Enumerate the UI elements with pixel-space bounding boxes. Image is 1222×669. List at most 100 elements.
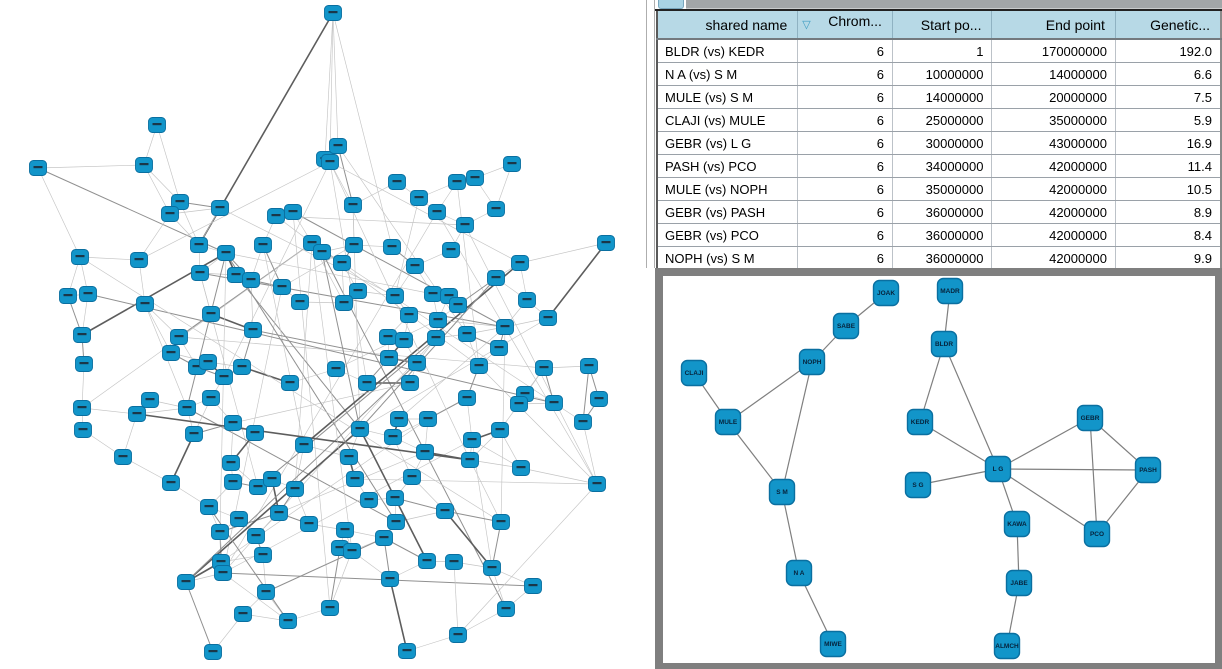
hairball-edge[interactable] — [547, 242, 607, 319]
hairball-node[interactable] — [388, 174, 406, 190]
cell-end[interactable]: 42000000 — [991, 154, 1116, 178]
hairball-node[interactable] — [492, 514, 510, 530]
hairball-node[interactable] — [410, 190, 428, 206]
hairball-edge[interactable] — [389, 578, 408, 652]
hairball-node[interactable] — [291, 294, 309, 310]
cell-chromosome[interactable]: 6 — [797, 108, 893, 132]
hairball-edge[interactable] — [87, 293, 555, 404]
cell-genetic[interactable]: 9.9 — [1115, 246, 1222, 271]
hairball-node[interactable] — [590, 391, 608, 407]
hairball-edge[interactable] — [437, 319, 506, 328]
overview-node-SG[interactable]: S G — [904, 471, 932, 499]
hairball-edge[interactable] — [37, 164, 145, 169]
hairball-node[interactable] — [246, 425, 264, 441]
overview-node-PCO[interactable]: PCO — [1083, 520, 1111, 548]
hairball-node[interactable] — [449, 627, 467, 643]
hairball-node[interactable] — [403, 469, 421, 485]
hairball-node[interactable] — [162, 345, 180, 361]
overview-edge-GEBR-PCO[interactable] — [1089, 417, 1098, 535]
overview-node-MADR[interactable]: MADR — [936, 277, 964, 305]
hairball-node[interactable] — [177, 574, 195, 590]
hairball-node[interactable] — [535, 360, 553, 376]
overview-edge-LG-PASH[interactable] — [997, 468, 1149, 471]
hairball-edge[interactable] — [469, 459, 502, 523]
hairball-edge[interactable] — [185, 362, 418, 583]
cell-end[interactable]: 35000000 — [991, 108, 1116, 132]
overview-node-SABE[interactable]: SABE — [832, 312, 860, 340]
cell-shared-name[interactable]: N A (vs) S M — [657, 62, 799, 86]
hairball-edge[interactable] — [37, 167, 81, 258]
hairball-node[interactable] — [387, 514, 405, 530]
hairball-edge[interactable] — [170, 433, 195, 484]
hairball-node[interactable] — [329, 138, 347, 154]
hairball-node[interactable] — [466, 170, 484, 186]
hairball-edge[interactable] — [138, 161, 331, 261]
column-header-end-point[interactable]: End point — [991, 11, 1116, 40]
cell-start[interactable]: 34000000 — [892, 154, 993, 178]
hairball-node[interactable] — [408, 355, 426, 371]
hairball-node[interactable] — [401, 375, 419, 391]
overview-edge-MULE-NOPH[interactable] — [727, 361, 813, 423]
hairball-edge[interactable] — [262, 244, 305, 446]
hairball-edge[interactable] — [144, 303, 172, 354]
overview-node-PASH[interactable]: PASH — [1134, 456, 1162, 484]
hairball-node[interactable] — [79, 286, 97, 302]
hairball-edge[interactable] — [444, 510, 493, 569]
hairball-edge[interactable] — [444, 510, 502, 523]
table-row[interactable]: MULE (vs) S M 6 14000000 20000000 7.5 — [657, 85, 1222, 109]
hairball-edge[interactable] — [394, 197, 420, 297]
cell-genetic[interactable]: 192.0 — [1115, 39, 1222, 63]
hairball-node[interactable] — [381, 571, 399, 587]
hairball-node[interactable] — [416, 444, 434, 460]
hairball-node[interactable] — [358, 375, 376, 391]
hairball-node[interactable] — [340, 449, 358, 465]
cell-start[interactable]: 10000000 — [892, 62, 993, 86]
hairball-edge[interactable] — [354, 478, 598, 485]
hairball-node[interactable] — [428, 204, 446, 220]
hairball-edge[interactable] — [292, 211, 331, 609]
hairball-node[interactable] — [398, 643, 416, 659]
cell-genetic[interactable]: 7.5 — [1115, 85, 1222, 109]
hairball-edge[interactable] — [329, 161, 368, 384]
hairball-node[interactable] — [349, 283, 367, 299]
hairball-node[interactable] — [267, 208, 285, 224]
cell-genetic[interactable]: 10.5 — [1115, 177, 1222, 201]
cell-end[interactable]: 42000000 — [991, 223, 1116, 247]
cell-end[interactable]: 42000000 — [991, 246, 1116, 271]
hairball-edge[interactable] — [156, 124, 181, 203]
hairball-edge[interactable] — [582, 421, 598, 485]
hairball-node[interactable] — [524, 578, 542, 594]
hairball-node[interactable] — [511, 255, 529, 271]
hairball-node[interactable] — [284, 204, 302, 220]
hairball-node[interactable] — [135, 157, 153, 173]
table-row[interactable]: GEBR (vs) PCO 6 36000000 42000000 8.4 — [657, 223, 1222, 247]
hairball-edge[interactable] — [265, 537, 385, 593]
hairball-node[interactable] — [512, 460, 530, 476]
hairball-edge[interactable] — [81, 407, 138, 415]
hairball-node[interactable] — [254, 237, 272, 253]
hairball-node[interactable] — [29, 160, 47, 176]
hairball-node[interactable] — [497, 601, 515, 617]
hairball-edge[interactable] — [81, 242, 313, 409]
hairball-node[interactable] — [224, 415, 242, 431]
hairball-node[interactable] — [224, 474, 242, 490]
hairball-node[interactable] — [597, 235, 615, 251]
hairball-edge[interactable] — [143, 164, 171, 215]
hairball-node[interactable] — [418, 553, 436, 569]
cell-start[interactable]: 14000000 — [892, 85, 993, 109]
cell-start[interactable]: 30000000 — [892, 131, 993, 155]
hairball-node[interactable] — [279, 613, 297, 629]
cell-end[interactable]: 42000000 — [991, 177, 1116, 201]
hairball-node[interactable] — [496, 319, 514, 335]
hairball-edge[interactable] — [219, 207, 396, 297]
overview-node-MULE[interactable]: MULE — [714, 408, 742, 436]
overview-node-LG[interactable]: L G — [984, 455, 1012, 483]
hairball-node[interactable] — [71, 249, 89, 265]
hairball-node[interactable] — [351, 421, 369, 437]
cell-shared-name[interactable]: GEBR (vs) PASH — [657, 200, 799, 224]
hairball-node[interactable] — [242, 272, 260, 288]
hairball-node[interactable] — [510, 396, 528, 412]
overview-node-KEDR[interactable]: KEDR — [906, 408, 934, 436]
column-header-start-position[interactable]: Start po... — [892, 11, 993, 40]
hairball-node[interactable] — [491, 422, 509, 438]
